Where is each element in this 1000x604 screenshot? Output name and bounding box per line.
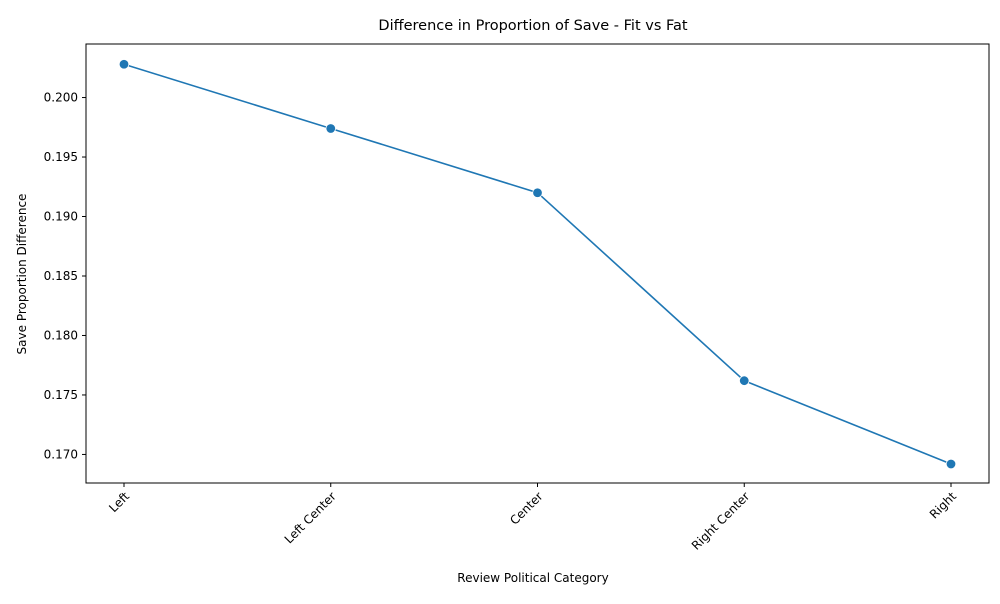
y-axis-label: Save Proportion Difference <box>15 194 29 355</box>
data-point <box>118 59 130 70</box>
x-tick-label: Left Center <box>282 489 339 546</box>
series-line <box>123 63 952 465</box>
x-tick-label: Left <box>106 489 132 515</box>
data-point <box>739 375 750 386</box>
plot-area: 0.170 0.175 0.180 0.185 0.190 0.195 0.200 Left L… <box>44 43 990 553</box>
data-point <box>325 123 336 134</box>
axes-frame <box>85 43 990 484</box>
x-tick-label: Right Center <box>689 489 753 553</box>
y-tick-label: 0.200 <box>44 91 78 105</box>
x-tick-label: Right <box>927 489 959 521</box>
y-tick-label: 0.175 <box>44 388 78 402</box>
chart-title: Difference in Proportion of Save - Fit v… <box>378 18 687 34</box>
y-tick-label: 0.170 <box>44 447 78 461</box>
y-tick-label: 0.195 <box>44 150 78 164</box>
x-tick-label: Center <box>507 489 546 528</box>
y-tick-label: 0.180 <box>44 328 78 342</box>
y-tick-label: 0.185 <box>44 269 78 283</box>
data-point <box>945 458 957 470</box>
data-point <box>532 187 543 198</box>
x-axis-label: Review Political Category <box>457 571 608 585</box>
y-tick-label: 0.190 <box>44 210 78 224</box>
